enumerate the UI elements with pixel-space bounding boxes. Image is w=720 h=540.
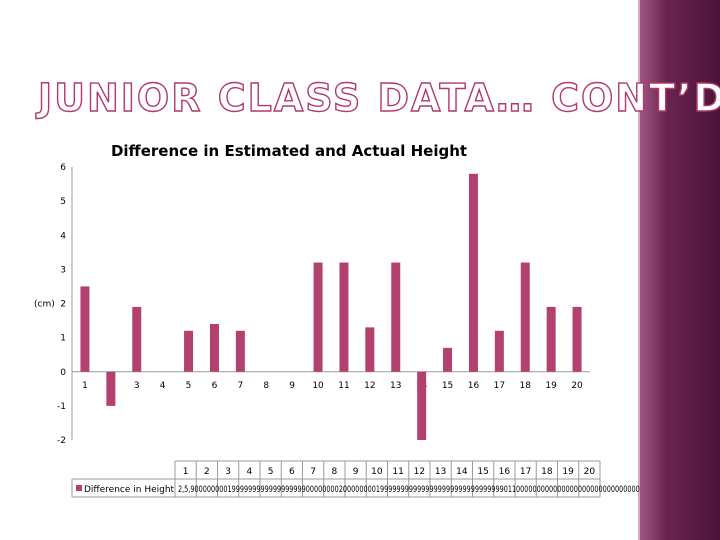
table-header-cell: 9: [353, 467, 359, 477]
table-header-cell: 6: [289, 467, 295, 477]
x-tick-label: 7: [237, 381, 243, 391]
x-tick-label: 15: [442, 381, 453, 391]
x-tick-label: 16: [468, 381, 480, 391]
y-axis: -2 -1 0 1 2 3 4 5 6: [57, 163, 73, 446]
x-tick-label: 18: [520, 381, 532, 391]
legend-label: Difference in Height: [84, 485, 175, 495]
x-tick-label: 10: [312, 381, 324, 391]
decorative-side-band: [638, 0, 720, 540]
x-tick-label: 8: [263, 381, 269, 391]
table-header-cell: 19: [562, 467, 574, 477]
bar: [80, 286, 90, 372]
x-tick-label: 6: [212, 381, 218, 391]
bar: [365, 327, 375, 372]
x-tick-label: 12: [364, 381, 375, 391]
bars: [80, 173, 582, 440]
bar: [132, 306, 142, 372]
table-header-cell: 3: [225, 467, 231, 477]
x-tick-label: 9: [289, 381, 295, 391]
table-header-cell: 13: [435, 467, 446, 477]
bar: [468, 173, 478, 372]
x-tick-label: 1: [82, 381, 88, 391]
x-tick-label: 17: [494, 381, 505, 391]
x-tick-label: 11: [338, 381, 349, 391]
table-header-cell: 1: [183, 467, 189, 477]
table-header-cell: 4: [247, 467, 253, 477]
bar: [235, 330, 245, 372]
data-table: 1 2 3 4 5 6 7 8 9 10 11 12 13 14 15 16 17 18 19 20Differenc…: [71, 460, 640, 498]
bar: [520, 262, 530, 372]
x-tick-label: 3: [134, 381, 140, 391]
y-tick-label: -1: [57, 402, 66, 412]
bar: [209, 323, 219, 372]
bar: [572, 306, 582, 372]
x-tick-label: 4: [160, 381, 166, 391]
bar: [494, 330, 504, 372]
chart-title: Difference in Estimated and Actual Heigh…: [111, 142, 467, 160]
table-header-cell: 2: [204, 467, 210, 477]
bar: [443, 347, 453, 372]
table-header-cell: 10: [371, 467, 383, 477]
y-axis-label: (cm): [34, 300, 55, 310]
table-header-cell: 11: [392, 467, 403, 477]
table-header-cell: 17: [520, 467, 531, 477]
table-value-row: 2,5,900000000199999999999999999900000000…: [178, 485, 640, 495]
bar: [339, 262, 349, 372]
bar: [106, 371, 116, 406]
table-header-cell: 18: [541, 467, 553, 477]
table-header-cell: 8: [332, 467, 338, 477]
y-tick-label: 1: [60, 334, 66, 344]
table-header-cell: 7: [310, 467, 316, 477]
table-header-cell: 15: [477, 467, 488, 477]
bar: [391, 262, 401, 372]
table-header-cell: 12: [414, 467, 425, 477]
y-tick-label: 6: [60, 163, 66, 173]
y-tick-label: 5: [60, 197, 66, 207]
table-header-cell: 16: [499, 467, 511, 477]
bar: [546, 306, 556, 372]
y-tick-label: -2: [57, 436, 66, 446]
x-tick-label: 19: [545, 381, 557, 391]
y-tick-label: 4: [60, 231, 66, 241]
bar-chart: Difference in Estimated and Actual Heigh…: [34, 142, 640, 498]
bar: [184, 330, 194, 372]
x-tick-label: 20: [571, 381, 583, 391]
y-tick-label: 3: [60, 265, 66, 275]
x-tick-label: 13: [390, 381, 401, 391]
table-header-cell: 14: [456, 467, 468, 477]
bar: [313, 262, 323, 372]
x-tick-label: 5: [186, 381, 192, 391]
y-tick-label: 2: [60, 300, 66, 310]
y-tick-label: 0: [60, 368, 66, 378]
legend-swatch: [76, 485, 82, 491]
table-header-cell: 20: [584, 467, 596, 477]
table-header-cell: 5: [268, 467, 274, 477]
bar: [417, 371, 427, 440]
